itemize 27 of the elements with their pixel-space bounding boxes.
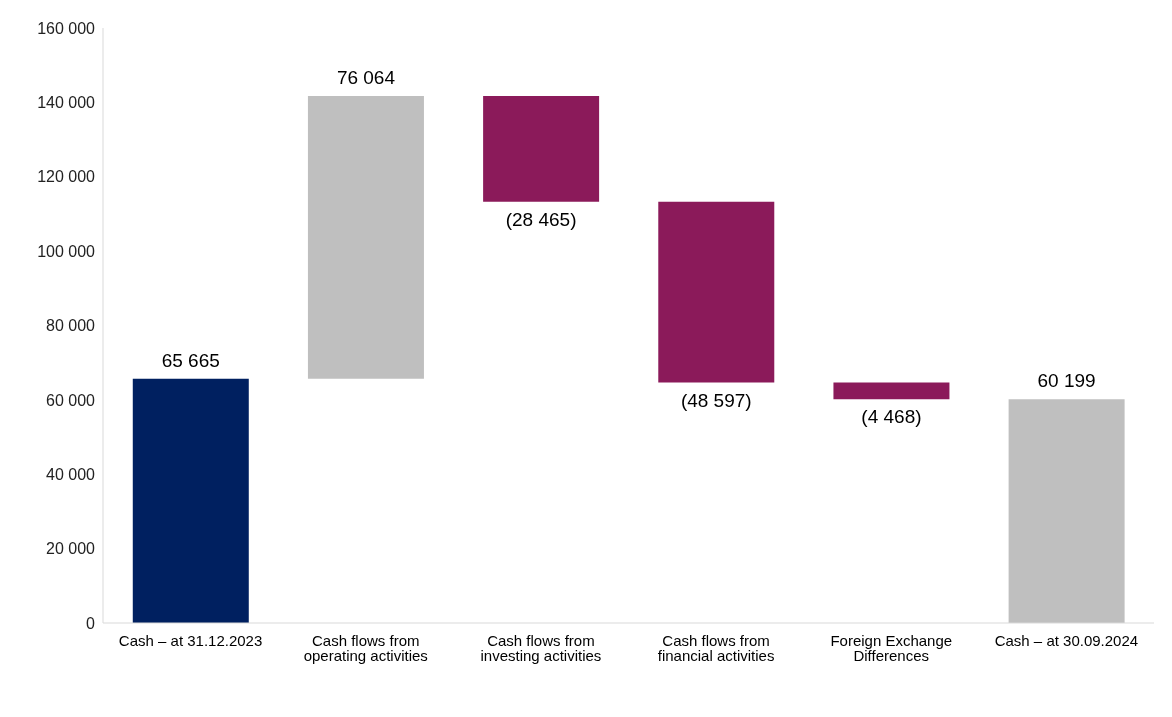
bar bbox=[1008, 399, 1125, 623]
y-tick-label: 160 000 bbox=[37, 19, 96, 37]
y-tick-label: 80 000 bbox=[46, 317, 96, 335]
x-tick-label: Cash flows from investing activities bbox=[480, 631, 602, 664]
y-tick-label: 120 000 bbox=[37, 168, 96, 186]
y-tick-label: 20 000 bbox=[46, 540, 96, 558]
bar bbox=[132, 378, 249, 623]
y-tick-label: 60 000 bbox=[46, 391, 96, 409]
bar bbox=[658, 201, 775, 383]
x-tick-label: Cash flows from operating activities bbox=[303, 631, 428, 664]
x-tick-label: Foreign Exchange Differences bbox=[830, 631, 953, 664]
data-label: (48 597) bbox=[680, 389, 752, 411]
bar bbox=[483, 95, 600, 202]
y-tick-label: 100 000 bbox=[37, 242, 96, 260]
x-tick-label: Cash flows from financial activities bbox=[657, 631, 775, 664]
data-label: 76 064 bbox=[336, 66, 396, 88]
data-label: 60 199 bbox=[1037, 370, 1096, 392]
x-tick-label: Cash – at 31.12.2023 bbox=[118, 631, 263, 649]
data-label: (4 468) bbox=[861, 406, 922, 428]
y-tick-label: 0 bbox=[86, 614, 96, 632]
y-tick-label: 40 000 bbox=[46, 465, 96, 483]
bar bbox=[833, 382, 950, 400]
x-tick-label: Cash – at 30.09.2024 bbox=[994, 631, 1139, 649]
data-label: (28 465) bbox=[505, 208, 577, 230]
y-tick-label: 140 000 bbox=[37, 94, 96, 112]
data-label: 65 665 bbox=[161, 349, 220, 371]
bar bbox=[307, 95, 424, 379]
